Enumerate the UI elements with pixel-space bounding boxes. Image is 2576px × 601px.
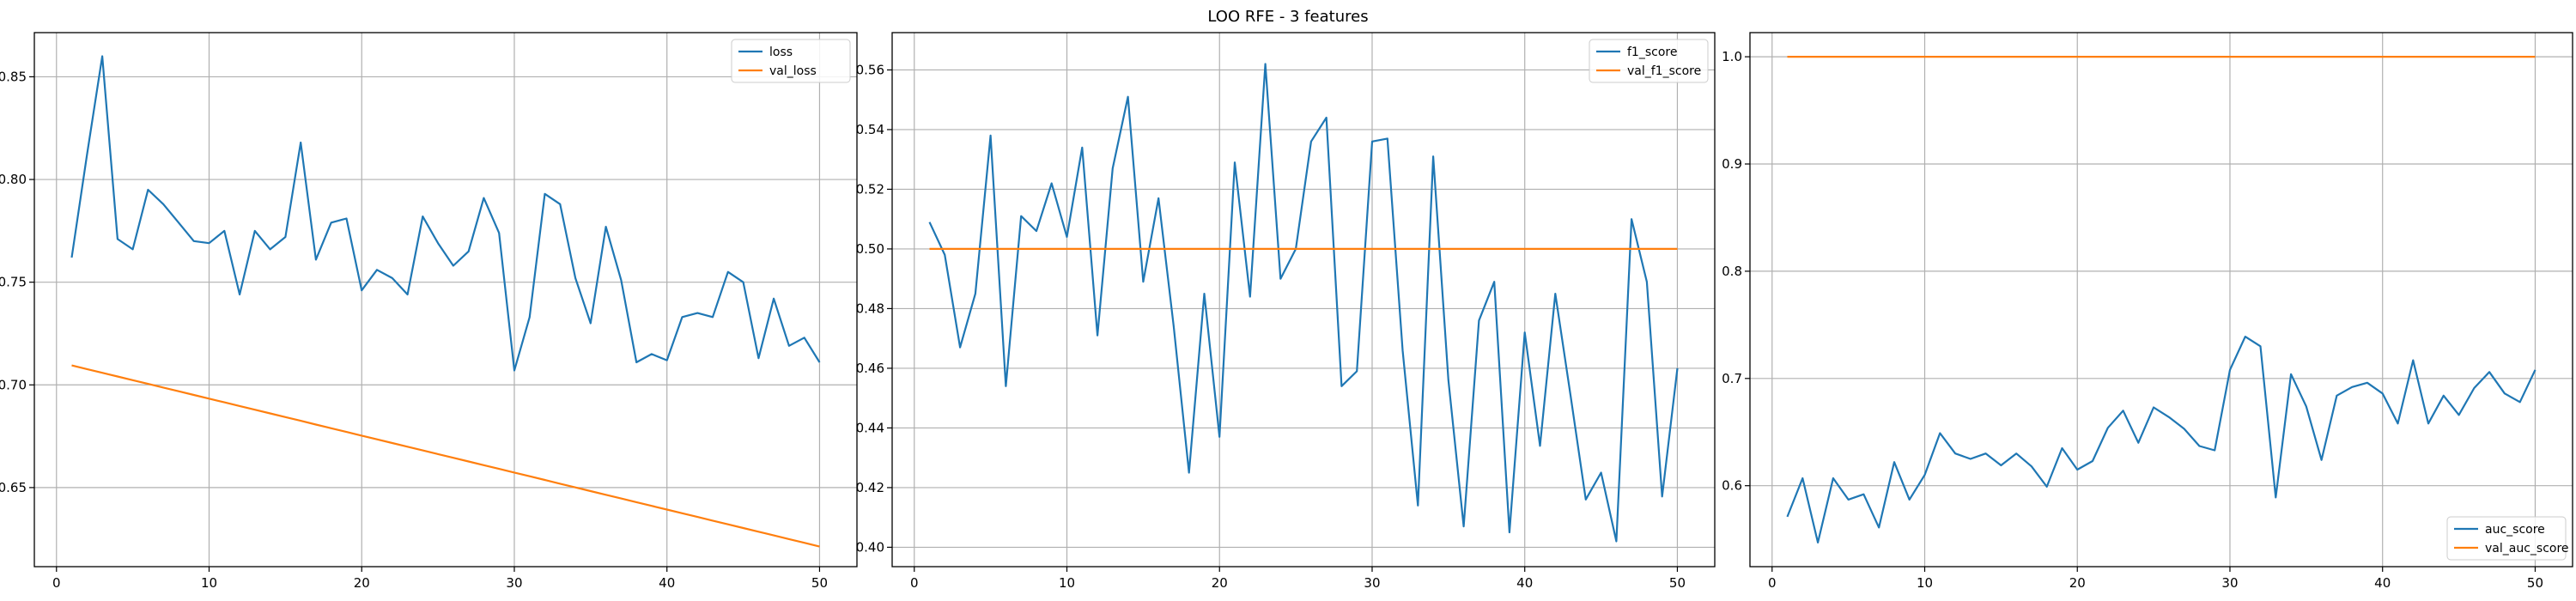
x-tick-label: 0 <box>1768 575 1777 591</box>
legend-box <box>1589 39 1709 83</box>
x-tick-label: 10 <box>1059 575 1075 591</box>
legend: auc_score val_auc_score <box>2446 516 2569 561</box>
x-tick-label: 50 <box>1669 575 1686 591</box>
legend-label-auc_score: auc_score <box>2485 523 2545 537</box>
y-tick-label: 1.0 <box>1722 49 1742 64</box>
y-tick-label: 0.56 <box>856 62 884 77</box>
y-tick-label: 0.70 <box>0 377 27 392</box>
y-tick-label: 0.80 <box>0 172 27 187</box>
x-tick-label: 10 <box>201 575 217 591</box>
series-line-val_loss <box>71 364 820 548</box>
y-tick-label: 0.7 <box>1722 371 1742 386</box>
series-line-auc_score <box>1786 336 2537 544</box>
chart-panel-2: 0 10 20 30 40 50 0.40 0.42 0.44 0.46 0.48 0.50 0.52 0… <box>856 32 1716 591</box>
x-tick-label: 0 <box>910 575 919 591</box>
x-tick-label: 40 <box>2374 575 2391 591</box>
y-tick-label: 0.44 <box>856 420 884 435</box>
axes-frame <box>891 32 1716 568</box>
y-tick-label: 0.8 <box>1722 264 1742 279</box>
y-tick-label: 0.54 <box>856 122 884 137</box>
y-tick-label: 0.6 <box>1722 478 1742 494</box>
legend-label-val_auc_score: val_auc_score <box>2485 542 2569 555</box>
series-line-loss <box>70 55 821 372</box>
figure-title: LOO RFE - 3 features <box>1207 8 1369 26</box>
x-tick-label: 20 <box>2069 575 2086 591</box>
legend: f1_score val_f1_score <box>1589 39 1709 83</box>
y-tick-label: 0.50 <box>856 241 884 257</box>
x-tick-label: 0 <box>52 575 61 591</box>
axes-frame <box>1749 32 2573 568</box>
x-tick-label: 50 <box>2527 575 2543 591</box>
legend: loss val_loss <box>731 39 851 83</box>
chart-panel-3: 0 10 20 30 40 50 0.6 0.7 0.8 0.9 1.0 auc_score val_a… <box>1722 32 2573 591</box>
legend-box <box>731 39 851 83</box>
legend-box <box>2446 516 2567 561</box>
x-tick-label: 40 <box>1516 575 1533 591</box>
legend-label-f1_score: f1_score <box>1627 46 1677 59</box>
y-tick-label: 0.46 <box>856 361 884 376</box>
y-tick-label: 0.85 <box>0 69 27 84</box>
axes-frame <box>33 32 858 568</box>
chart-panel-1: 0 10 20 30 40 50 0.65 0.70 0.75 0.80 0.85 loss val_l… <box>0 32 858 591</box>
y-tick-label: 0.65 <box>0 480 27 495</box>
x-tick-label: 30 <box>506 575 522 591</box>
y-tick-label: 0.9 <box>1722 156 1742 172</box>
x-tick-label: 30 <box>2221 575 2238 591</box>
y-tick-label: 0.42 <box>856 480 884 495</box>
x-tick-label: 30 <box>1364 575 1380 591</box>
x-tick-label: 40 <box>659 575 675 591</box>
legend-label-loss: loss <box>769 46 793 59</box>
x-tick-label: 10 <box>1917 575 1933 591</box>
x-tick-label: 20 <box>354 575 370 591</box>
x-tick-label: 20 <box>1212 575 1228 591</box>
legend-label-val_loss: val_loss <box>769 64 817 78</box>
legend-label-val_f1_score: val_f1_score <box>1627 64 1701 78</box>
y-tick-label: 0.75 <box>0 275 27 290</box>
y-tick-label: 0.52 <box>856 181 884 197</box>
y-tick-label: 0.48 <box>856 300 884 316</box>
x-tick-label: 50 <box>811 575 828 591</box>
series-line-f1_score <box>928 63 1679 543</box>
y-tick-label: 0.40 <box>856 539 884 555</box>
